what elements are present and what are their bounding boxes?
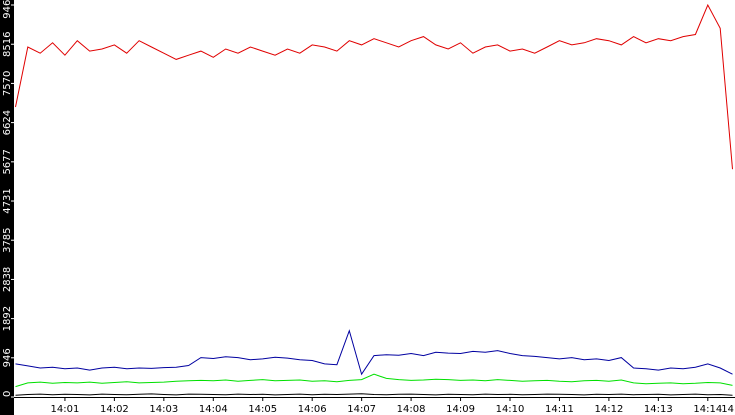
y-axis-band: [0, 0, 14, 415]
x-tick-label: 14:13: [644, 404, 673, 415]
series-line: [15, 373, 733, 388]
series-line: [15, 329, 733, 376]
y-tick-label: 5677: [2, 149, 13, 174]
x-tick-label: 14:11: [545, 404, 574, 415]
x-tick-label: 14:04: [199, 404, 228, 415]
x-tick-label: 14: [721, 404, 734, 415]
x-tick-label: 14:01: [51, 404, 80, 415]
y-tick-label: 2838: [2, 267, 13, 292]
x-tick-label: 14:08: [397, 404, 426, 415]
y-tick-label: 8516: [2, 32, 13, 57]
x-tick-label: 14:09: [446, 404, 475, 415]
y-tick-label: 4731: [2, 188, 13, 213]
x-tick-label: 14:14: [693, 404, 722, 415]
y-tick-label: 0: [2, 391, 13, 397]
x-tick-label: 14:07: [347, 404, 376, 415]
y-tick-label: 946: [2, 348, 13, 367]
x-tick-label: 14:10: [496, 404, 525, 415]
series-line: [15, 3, 733, 170]
y-tick-label: 1892: [2, 306, 13, 331]
x-tick-label: 14:05: [248, 404, 277, 415]
series-line: [15, 393, 733, 396]
x-tick-label: 14:12: [594, 404, 623, 415]
y-tick-label: 3785: [2, 227, 13, 252]
x-tick-label: 14:06: [298, 404, 327, 415]
x-tick-label: 14:02: [100, 404, 129, 415]
y-tick-label: 9463: [2, 0, 13, 19]
y-tick-label: 7570: [2, 71, 13, 96]
y-tick-label: 6624: [2, 110, 13, 135]
x-tick-label: 14:03: [149, 404, 178, 415]
